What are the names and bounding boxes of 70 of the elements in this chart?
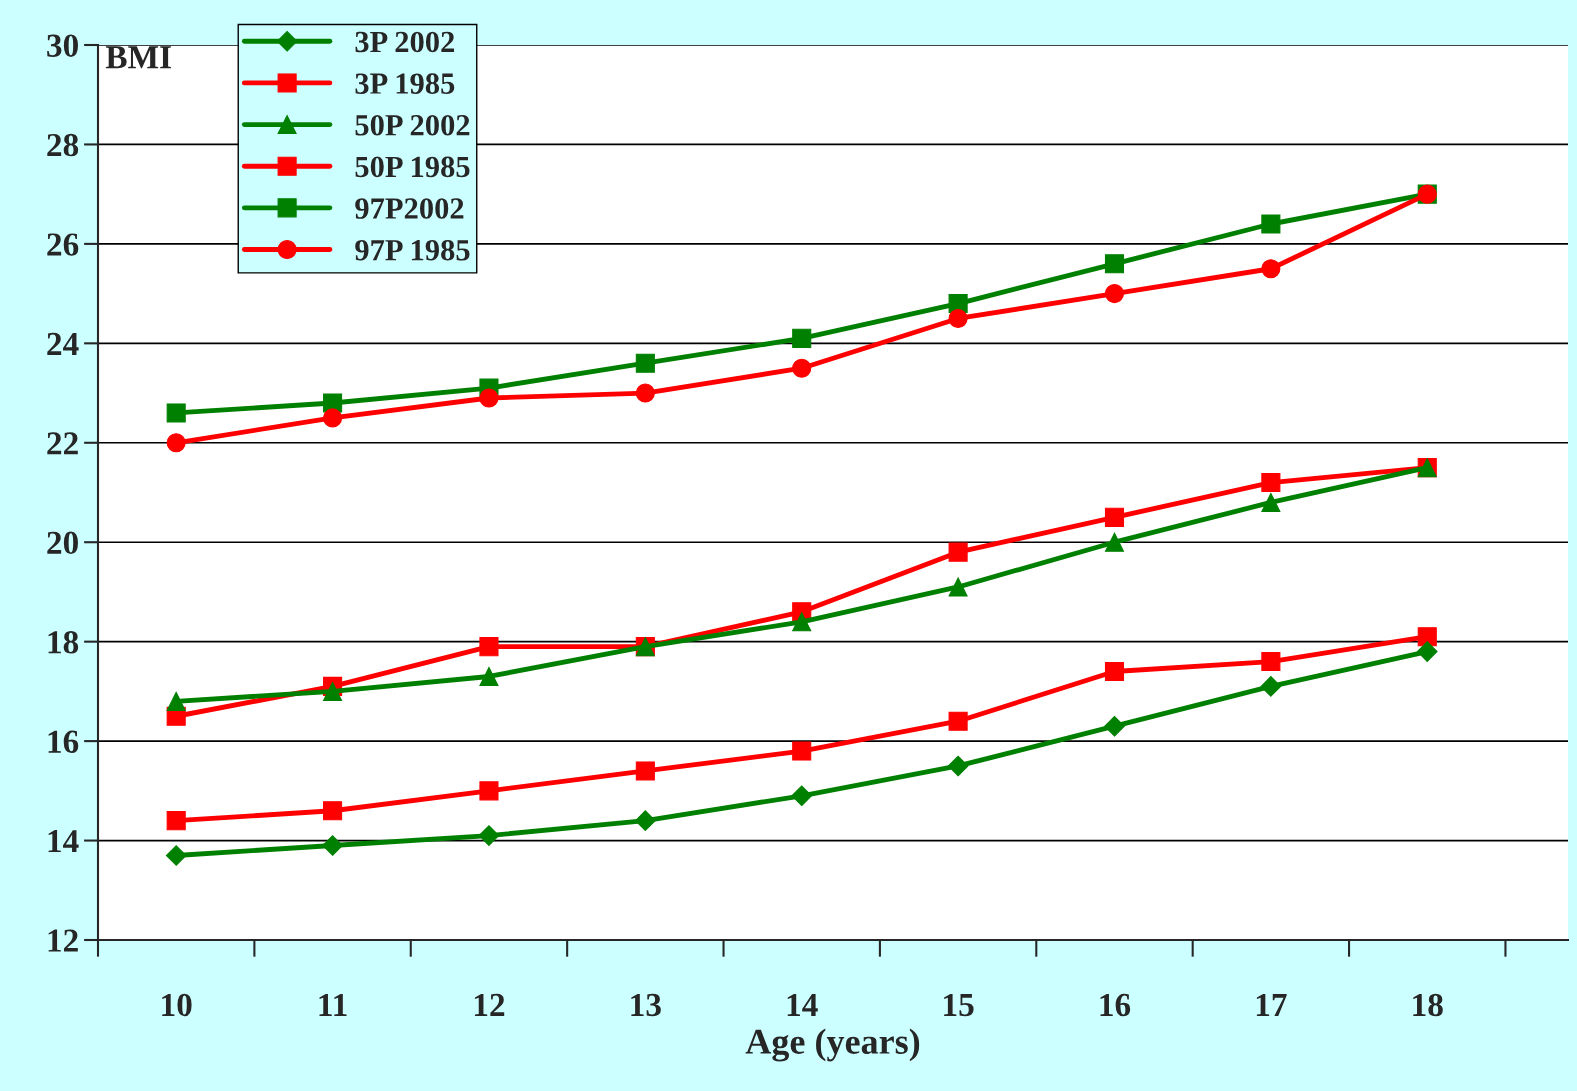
point [792,328,812,348]
point [635,383,655,403]
x-tick-label: 14 [787,993,818,1016]
point [323,408,343,428]
point [792,741,812,761]
y-tick-label: 30 [47,34,78,57]
point [322,835,343,856]
point [1261,214,1281,234]
point [479,781,499,801]
x-tick-label: 18 [1413,993,1443,1017]
point [1260,676,1282,697]
y-tick-label: 24 [47,332,79,355]
point [791,785,813,807]
point [948,308,968,329]
x-tick-label: 11 [319,993,347,1016]
point [478,825,500,846]
x-tick-label: 12 [474,993,505,1016]
legend-label: 97P 1985 [355,239,470,261]
point [1261,492,1281,512]
point [1104,715,1125,737]
x-tick-label: 17 [1256,993,1287,1016]
point [1104,254,1125,274]
x-tick-label: 16 [1100,993,1131,1017]
point [166,811,186,831]
legend-label: 50P 2002 [355,114,470,136]
point [635,761,655,781]
y-tick-label: 14 [48,830,79,853]
legend-label: 3P 1985 [355,73,455,94]
point [479,637,499,657]
point [635,353,655,373]
x-tick-label: 15 [944,993,974,1017]
x-tick-label: 10 [162,993,192,1017]
y-tick-label: 16 [48,730,79,753]
y-tick-label: 20 [47,531,78,555]
x-tick-label: 13 [631,993,661,1017]
point [1261,259,1281,279]
y-tick-label: 26 [47,233,79,256]
point [948,711,968,731]
point [165,845,187,866]
point [947,755,969,777]
y-tick-label: 22 [47,432,78,455]
point [323,801,343,821]
point [792,612,812,632]
legend-label: 3P 2002 [355,31,455,53]
point [1104,532,1125,552]
point [948,577,968,597]
point [1104,661,1125,682]
y-tick-label: 12 [48,929,78,952]
point [1261,652,1281,672]
legend-label: 97P2002 [355,198,464,219]
point [166,403,186,423]
y-axis-title: BMI [105,46,171,69]
y-tick-label: 28 [47,133,79,157]
point [1261,473,1281,493]
point [323,393,343,413]
point [1417,627,1437,647]
point [166,691,186,711]
point [792,358,812,378]
point [1416,641,1438,662]
point [479,666,499,687]
point [166,433,186,453]
point [1104,284,1125,304]
y-tick-label: 18 [48,631,79,654]
legend-label: 50P 1985 [355,156,470,178]
point [323,681,343,701]
point [948,542,968,562]
point [1104,507,1125,527]
point [635,810,656,832]
point [479,388,499,408]
x-axis-title: Age (years) [745,1028,920,1062]
